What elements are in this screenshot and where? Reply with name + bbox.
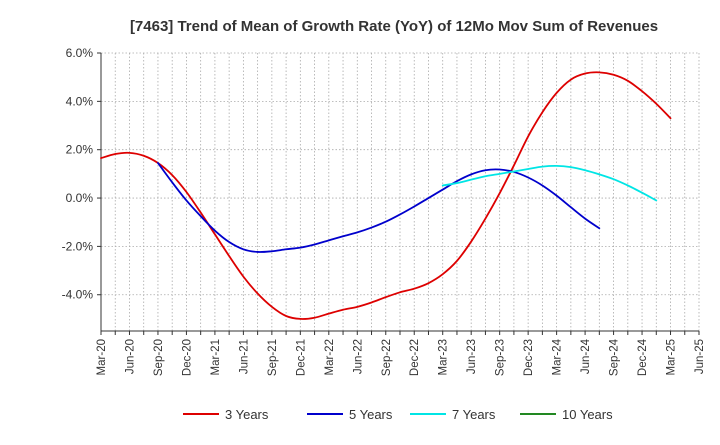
x-tick-label: Mar-24	[552, 338, 564, 375]
y-tick-label: 6.0%	[66, 46, 94, 60]
x-tick-label: Jun-20	[124, 339, 136, 374]
x-tick-label: Dec-22	[409, 339, 421, 376]
x-tick-label: Jun-25	[694, 339, 706, 374]
x-tick-label: Dec-21	[295, 339, 307, 376]
x-tick-label: Mar-22	[324, 339, 336, 375]
x-tick-label: Sep-22	[381, 339, 393, 376]
x-tick-label: Sep-20	[153, 339, 165, 376]
y-tick-label: 2.0%	[66, 143, 94, 157]
x-tick-label: Jun-24	[580, 338, 592, 374]
legend-label: 7 Years	[452, 407, 496, 422]
series-line-3-years	[100, 71, 672, 320]
x-tick-label: Dec-23	[523, 339, 535, 376]
legend-item-3-years: 3 Years	[183, 407, 269, 422]
x-tick-label: Dec-24	[637, 338, 649, 376]
y-tick-label: 0.0%	[66, 191, 94, 205]
x-tick-label: Mar-21	[210, 339, 222, 375]
series-line-7-years	[441, 164, 658, 202]
x-tick-label: Mar-25	[666, 339, 678, 375]
x-tick-label: Mar-20	[96, 339, 108, 375]
legend-item-7-years: 7 Years	[410, 407, 496, 422]
y-tick-label: -2.0%	[62, 239, 94, 253]
chart-title: [7463] Trend of Mean of Growth Rate (YoY…	[130, 18, 658, 35]
y-tick-label: 4.0%	[66, 94, 94, 108]
legend-label: 10 Years	[562, 407, 613, 422]
legend-item-10-years: 10 Years	[520, 407, 613, 422]
x-tick-label: Jun-23	[466, 339, 478, 374]
y-tick-label: -4.0%	[62, 288, 94, 302]
x-tick-label: Mar-23	[438, 339, 450, 375]
legend-item-5-years: 5 Years	[307, 407, 393, 422]
x-tick-label: Dec-20	[181, 339, 193, 376]
x-tick-label: Sep-24	[609, 338, 621, 376]
x-tick-label: Sep-21	[267, 339, 279, 376]
grid-lines	[100, 52, 700, 331]
series-line-5-years	[157, 162, 601, 253]
series-lines	[100, 71, 672, 320]
plot-area	[101, 53, 699, 331]
axes: -4.0% -2.0% 0.0% 2.0% 4.0% 6.0% Mar-20 Jun-20 Se…	[62, 46, 706, 376]
legend: 3 Years 5 Years 7 Years 10 Years	[183, 407, 613, 422]
legend-label: 5 Years	[349, 407, 393, 422]
x-tick-label: Jun-22	[352, 339, 364, 374]
x-tick-label: Jun-21	[238, 339, 250, 374]
legend-label: 3 Years	[225, 407, 269, 422]
x-tick-label: Sep-23	[495, 339, 507, 376]
